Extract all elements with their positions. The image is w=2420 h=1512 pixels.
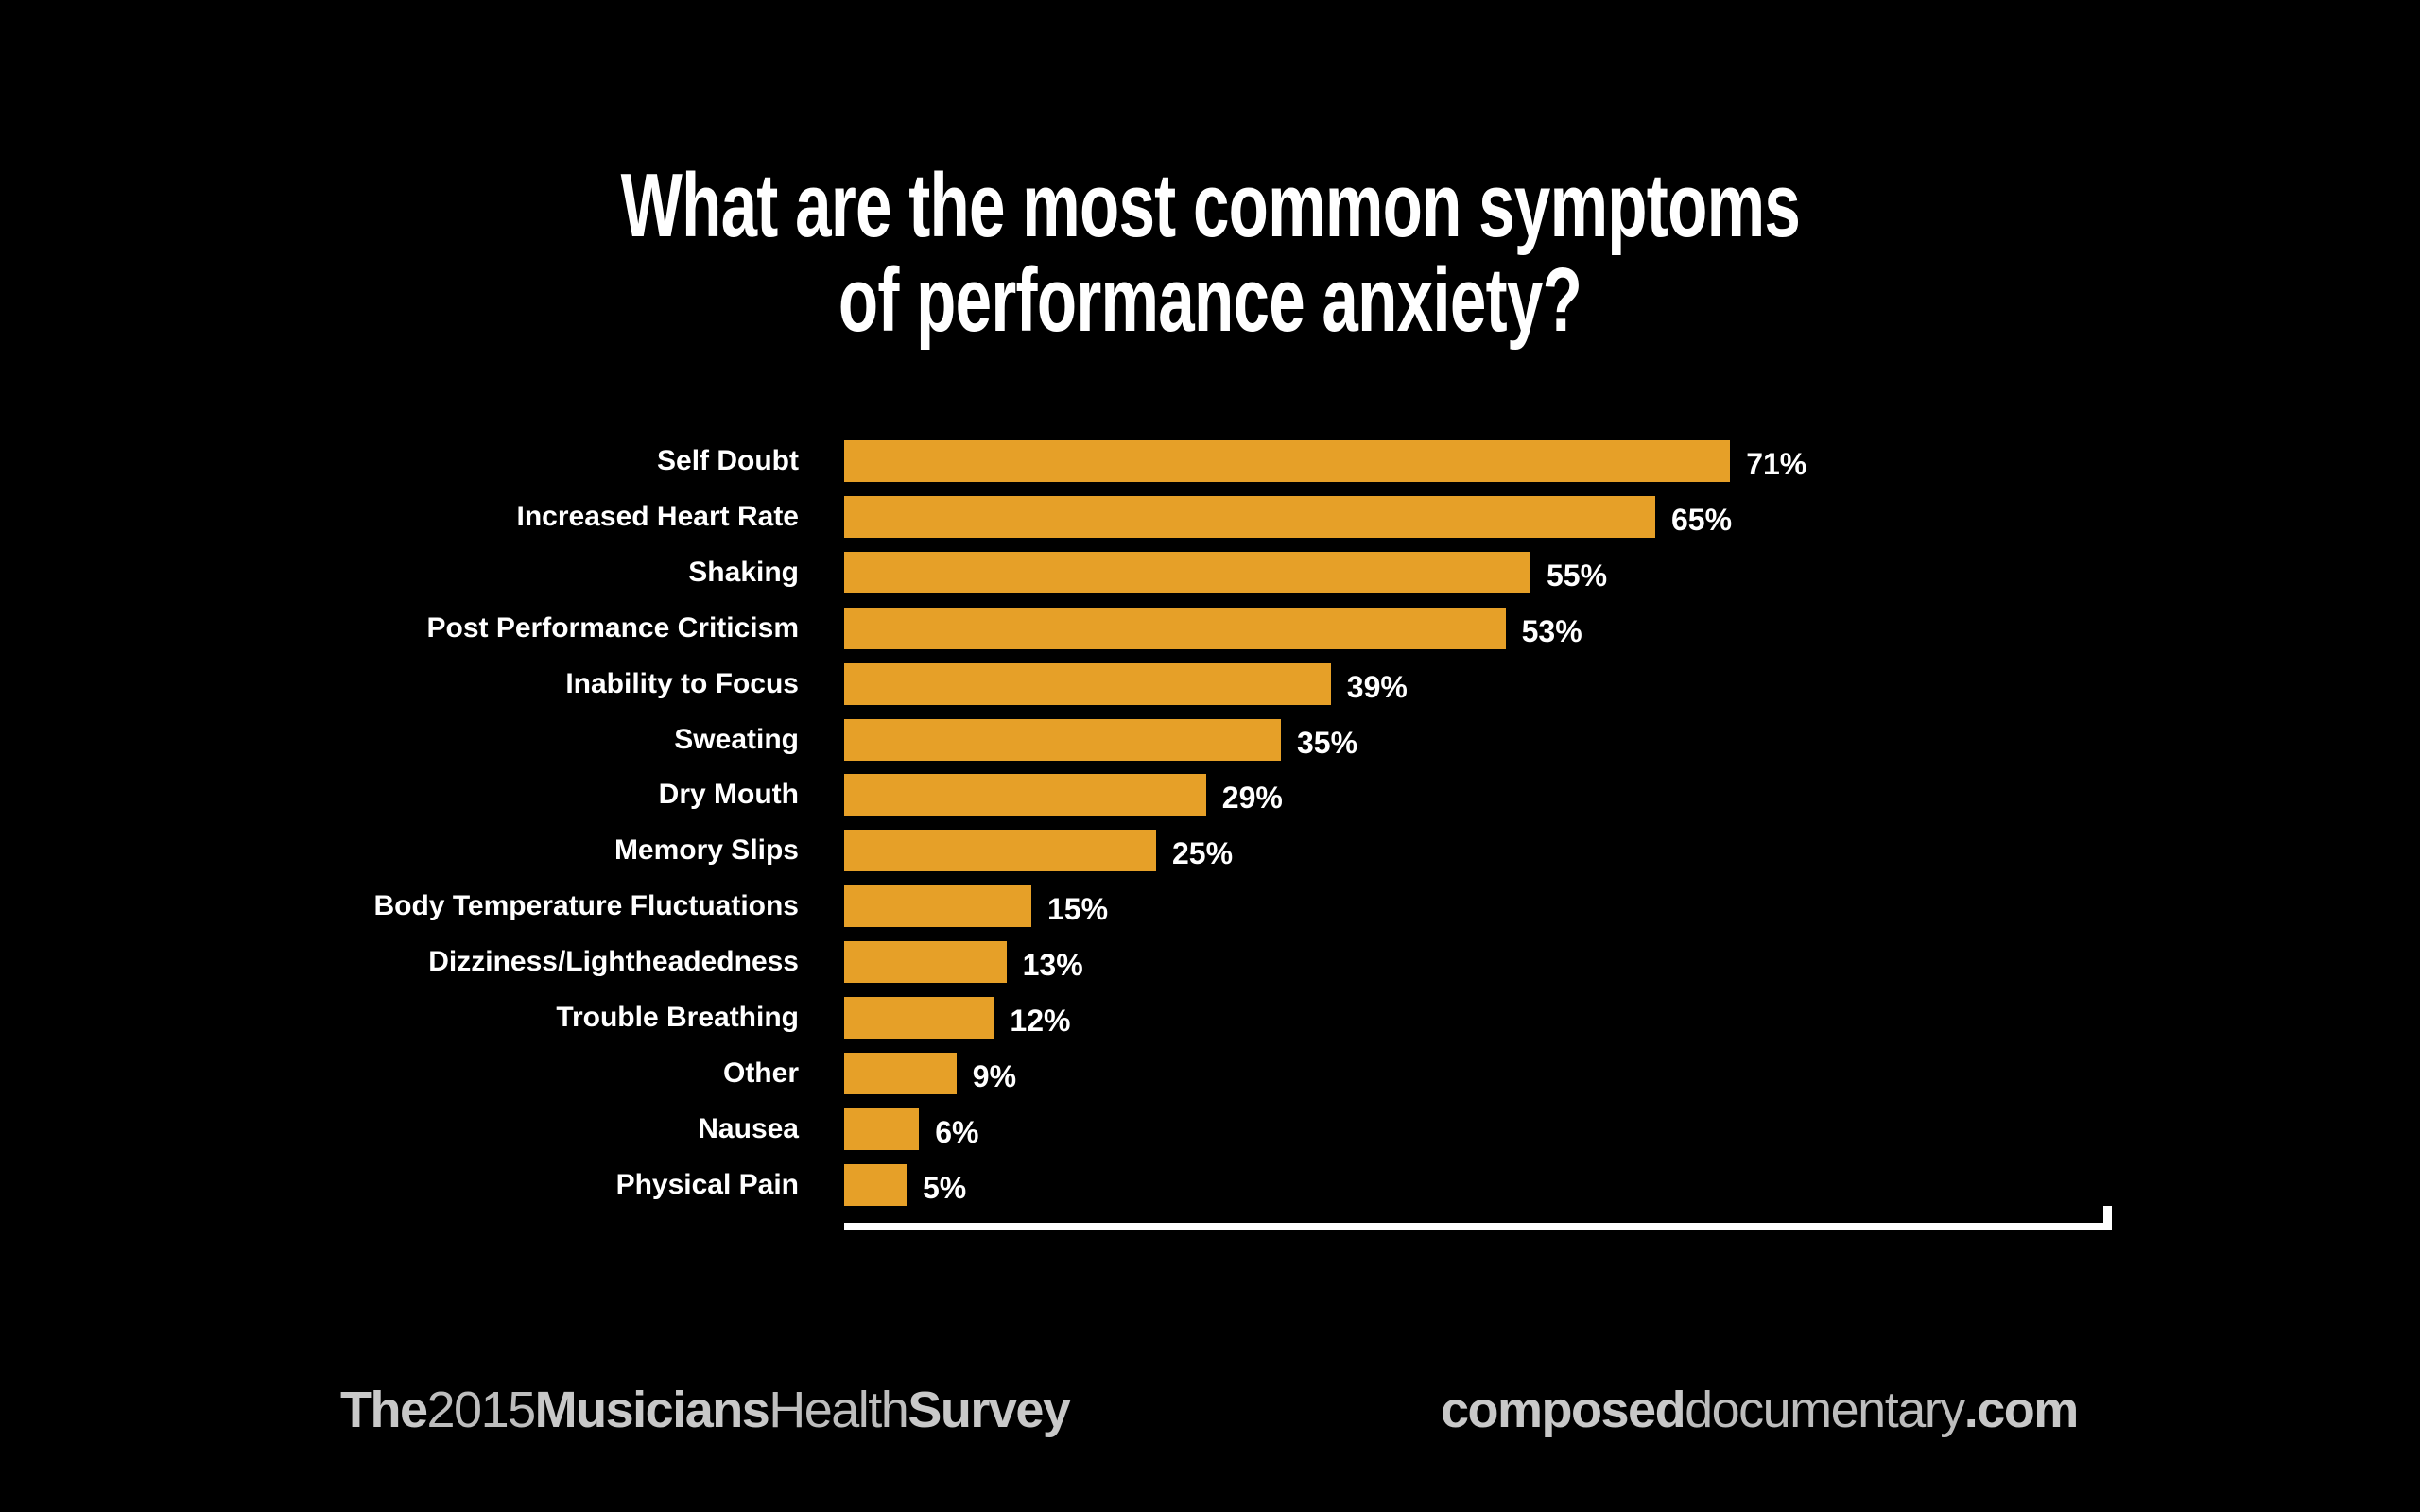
bar-row: Shaking 55% xyxy=(0,551,2420,593)
bar xyxy=(844,440,1731,482)
value-label: 35% xyxy=(1297,725,1358,760)
bar-row: Memory Slips 25% xyxy=(0,830,2420,872)
bar-row: Nausea 6% xyxy=(0,1108,2420,1150)
survey-credit-musicians: Musicians xyxy=(534,1382,770,1438)
bar-row: Self Doubt 71% xyxy=(0,440,2420,482)
value-label: 25% xyxy=(1172,836,1234,871)
survey-credit-survey: Survey xyxy=(908,1382,1071,1438)
website-credit-documentary: documentary xyxy=(1685,1382,1965,1438)
bar-row: Dry Mouth 29% xyxy=(0,774,2420,816)
survey-credit: The2015MusiciansHealthSurvey xyxy=(340,1382,1071,1438)
value-label: 71% xyxy=(1746,447,1807,481)
bar xyxy=(844,495,1655,538)
chart-title-text-2: of performance anxiety? xyxy=(838,249,1582,351)
bar-row: Inability to Focus 39% xyxy=(0,662,2420,705)
bar-row: Body Temperature Fluctuations 15% xyxy=(0,885,2420,928)
bar xyxy=(844,1108,920,1150)
value-label: 15% xyxy=(1047,892,1109,927)
category-label: Dry Mouth xyxy=(658,779,799,811)
chart-title: What are the most common symptoms of per… xyxy=(0,159,2420,348)
bar xyxy=(844,941,1007,984)
x-axis-line xyxy=(844,1223,2112,1230)
bar xyxy=(844,774,1206,816)
category-label: Inability to Focus xyxy=(565,667,799,699)
category-label: Memory Slips xyxy=(614,834,799,867)
website-credit-tld: .com xyxy=(1963,1382,2080,1438)
value-label: 6% xyxy=(935,1114,979,1149)
bar xyxy=(844,718,1281,761)
bar-row: Dizziness/Lightheadedness 13% xyxy=(0,941,2420,984)
bar-row: Other 9% xyxy=(0,1052,2420,1094)
category-label: Sweating xyxy=(674,723,799,755)
value-label: 5% xyxy=(923,1170,967,1205)
category-label: Self Doubt xyxy=(657,445,799,476)
category-label: Body Temperature Fluctuations xyxy=(373,890,799,922)
website-credit: composeddocumentary.com xyxy=(1441,1382,2080,1438)
value-label: 29% xyxy=(1221,781,1283,816)
bar xyxy=(844,607,1506,649)
value-label: 65% xyxy=(1671,502,1733,537)
survey-credit-health: Health xyxy=(769,1382,909,1438)
value-label: 39% xyxy=(1346,669,1408,704)
bar xyxy=(844,885,1031,928)
bar-row: Post Performance Criticism 53% xyxy=(0,607,2420,649)
chart-title-line-2: of performance anxiety? xyxy=(0,253,2420,348)
category-label: Shaking xyxy=(688,556,799,588)
category-label: Physical Pain xyxy=(615,1168,799,1200)
value-label: 9% xyxy=(972,1058,1017,1093)
category-label: Increased Heart Rate xyxy=(516,500,799,532)
x-axis-end-tick xyxy=(2103,1206,2112,1230)
bar-row: Physical Pain 5% xyxy=(0,1163,2420,1206)
category-label: Dizziness/Lightheadedness xyxy=(428,946,799,978)
bar xyxy=(844,830,1156,872)
bar xyxy=(844,1052,957,1094)
category-label: Nausea xyxy=(698,1112,799,1144)
bar xyxy=(844,997,994,1039)
value-label: 12% xyxy=(1010,1004,1071,1038)
category-label: Trouble Breathing xyxy=(556,1002,799,1033)
bar xyxy=(844,551,1530,593)
bar xyxy=(844,1163,907,1206)
bar-row: Trouble Breathing 12% xyxy=(0,997,2420,1039)
bar-row: Increased Heart Rate 65% xyxy=(0,495,2420,538)
chart-title-line-1: What are the most common symptoms xyxy=(0,159,2420,253)
chart-title-text-1: What are the most common symptoms xyxy=(620,155,1800,256)
survey-credit-the: The xyxy=(340,1382,428,1438)
value-label: 53% xyxy=(1521,613,1582,648)
bar-row: Sweating 35% xyxy=(0,718,2420,761)
category-label: Other xyxy=(722,1057,799,1089)
value-label: 55% xyxy=(1547,558,1608,593)
value-label: 13% xyxy=(1022,948,1083,983)
bar xyxy=(844,662,1331,705)
survey-credit-year: 2015 xyxy=(426,1382,537,1438)
website-credit-composed: composed xyxy=(1441,1382,1686,1438)
category-label: Post Performance Criticism xyxy=(426,611,799,644)
